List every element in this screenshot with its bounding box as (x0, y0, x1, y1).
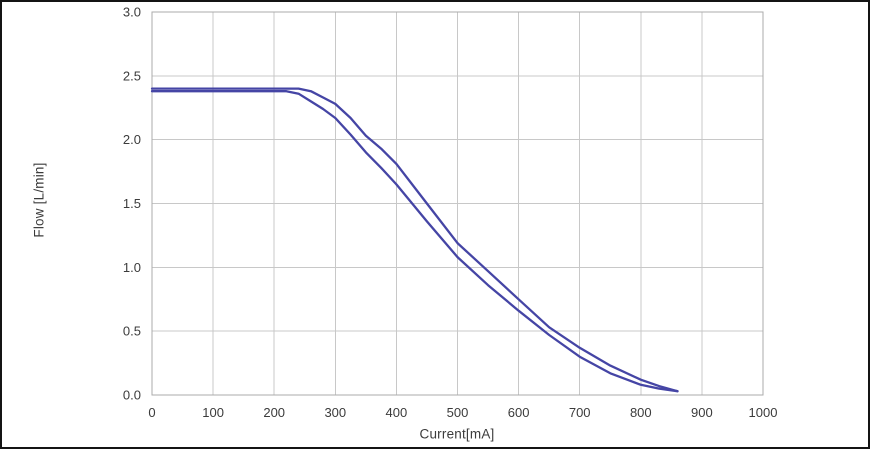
y-axis-title: Flow [L/min] (31, 162, 47, 238)
y-tick-label: 1.0 (123, 260, 141, 275)
y-tick-label: 2.0 (123, 132, 141, 147)
y-tick-label: 1.5 (123, 196, 141, 211)
x-tick-label: 300 (324, 405, 346, 420)
plot-border (151, 11, 764, 396)
x-tick-label: 100 (202, 405, 224, 420)
x-tick-label: 0 (148, 405, 155, 420)
x-tick-label: 800 (630, 405, 652, 420)
x-tick-label: 1000 (749, 405, 778, 420)
series-upper-branch (150, 87, 679, 393)
x-tick-label: 200 (263, 405, 285, 420)
x-tick-label: 900 (691, 405, 713, 420)
x-tick-label: 400 (386, 405, 408, 420)
y-tick-label: 0.5 (123, 324, 141, 339)
series-lower-branch (150, 90, 679, 393)
x-tick-label: 600 (508, 405, 530, 420)
x-axis-title: Current[mA] (419, 426, 495, 442)
x-tick-label: 700 (569, 405, 591, 420)
y-tick-label: 2.5 (123, 68, 141, 83)
y-tick-label: 0.0 (123, 388, 141, 403)
y-tick-label: 3.0 (123, 5, 141, 20)
x-tick-label: 500 (447, 405, 469, 420)
